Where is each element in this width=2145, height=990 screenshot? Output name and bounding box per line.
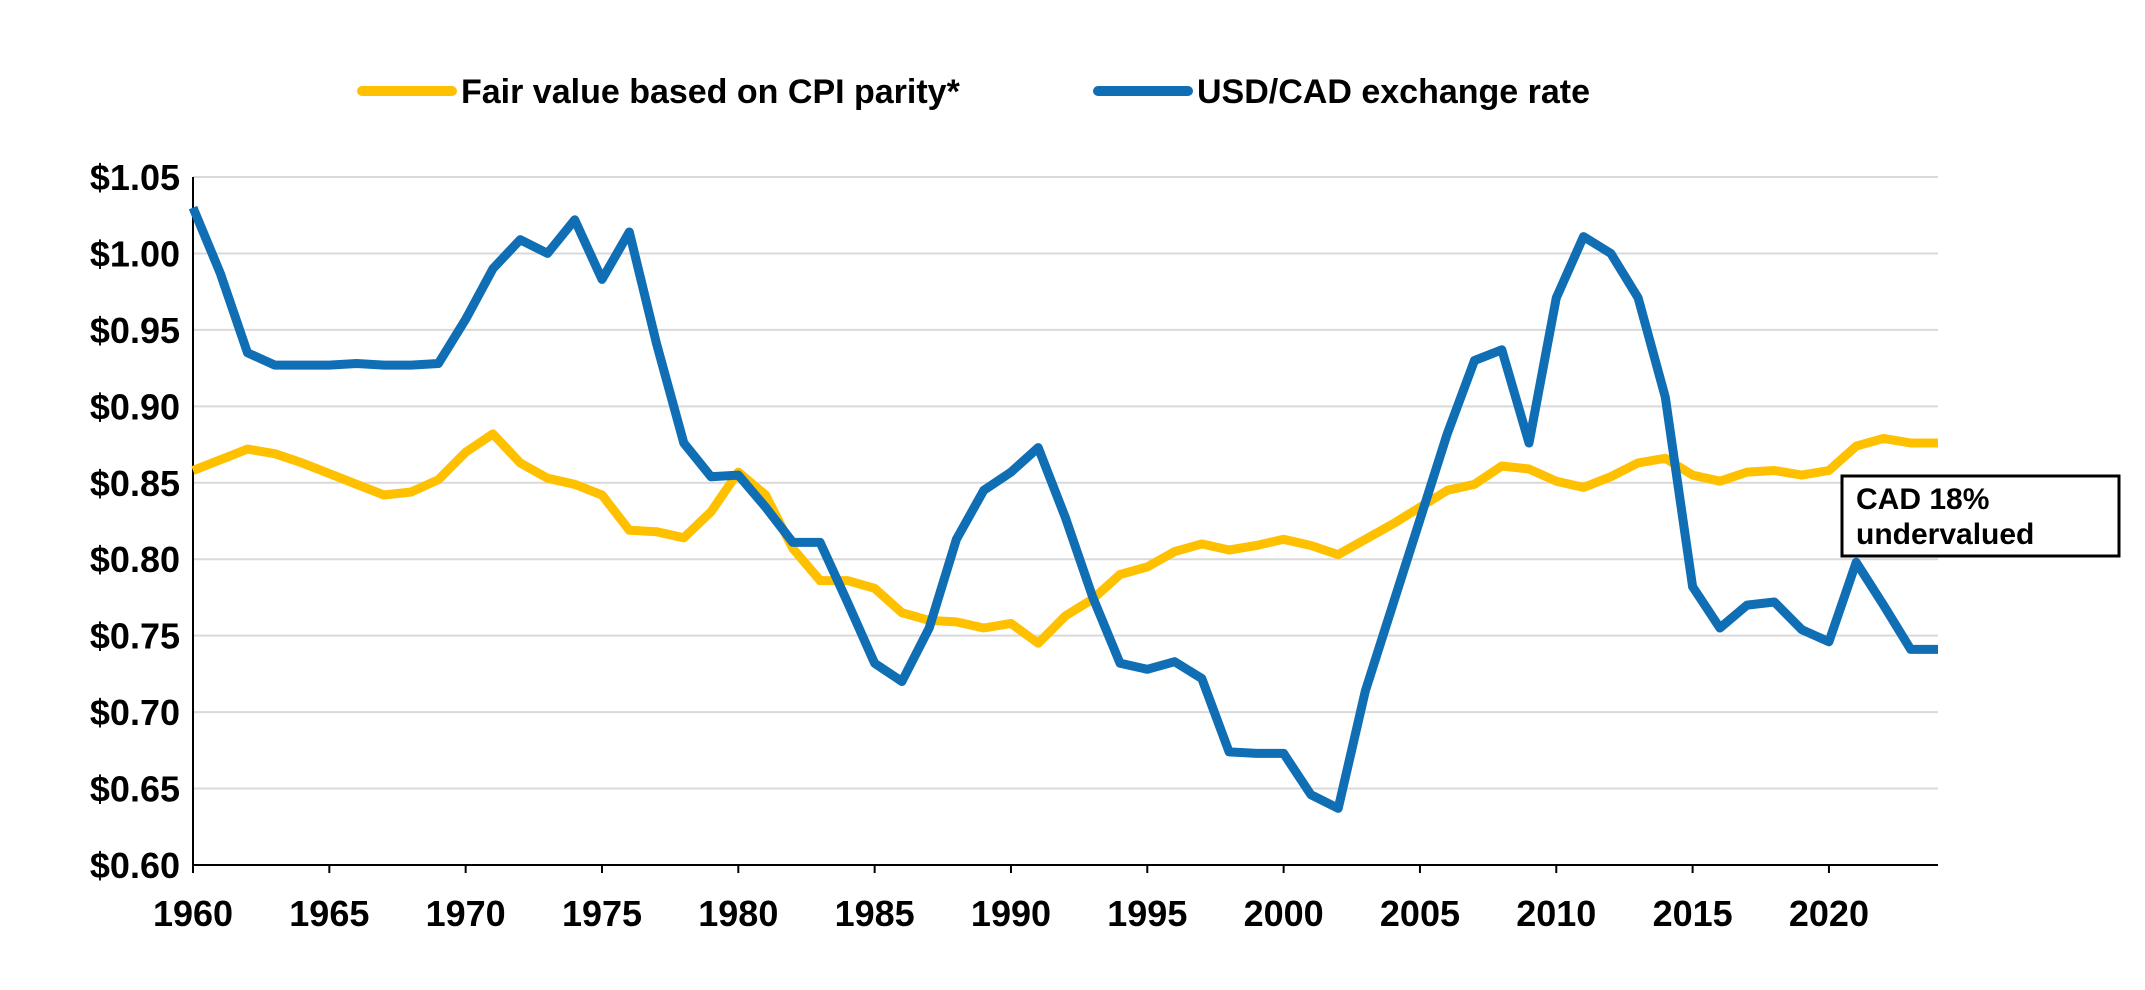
y-tick-label: $0.95 bbox=[90, 310, 180, 351]
annotation-line-1: CAD 18% bbox=[1856, 483, 1989, 516]
x-tick-label: 1975 bbox=[562, 893, 642, 934]
y-tick-label: $1.05 bbox=[90, 157, 180, 198]
y-tick-label: $0.75 bbox=[90, 616, 180, 657]
y-tick-label: $0.85 bbox=[90, 463, 180, 504]
y-tick-label: $0.60 bbox=[90, 845, 180, 886]
legend: Fair value based on CPI parity* USD/CAD … bbox=[357, 73, 1590, 111]
y-tick-label: $0.70 bbox=[90, 692, 180, 733]
x-tick-label: 1985 bbox=[835, 893, 915, 934]
undervalued-annotation: CAD 18% undervalued bbox=[1840, 474, 2121, 558]
series-line-usdcad bbox=[188, 205, 1938, 813]
series bbox=[188, 205, 1938, 813]
legend-item-fair-value: Fair value based on CPI parity* bbox=[357, 73, 961, 111]
y-tick-label: $1.00 bbox=[90, 233, 180, 274]
x-axis-tick-labels: 1960 1965 1970 1975 1980 1985 1990 1995 2000 2005… bbox=[153, 893, 1869, 934]
legend-label-usdcad: USD/CAD exchange rate bbox=[1197, 73, 1590, 111]
x-axis-ticks bbox=[192, 865, 1830, 873]
annotation-box bbox=[1840, 474, 2121, 558]
annotation-line-2: undervalued bbox=[1856, 518, 2034, 551]
series-line-fair-value bbox=[191, 429, 1938, 648]
x-tick-label: 1965 bbox=[289, 893, 369, 934]
x-tick-label: 1995 bbox=[1107, 893, 1187, 934]
x-tick-label: 2020 bbox=[1789, 893, 1869, 934]
x-tick-label: 2005 bbox=[1380, 893, 1460, 934]
y-tick-label: $0.90 bbox=[90, 386, 180, 427]
y-axis-tick-labels: $0.60 $0.65 $0.70 $0.75 $0.80 $0.85 $0.90 $0.95… bbox=[90, 157, 180, 886]
x-tick-label: 1960 bbox=[153, 893, 233, 934]
gridlines bbox=[193, 176, 1938, 790]
x-tick-label: 2015 bbox=[1653, 893, 1733, 934]
x-tick-label: 2010 bbox=[1516, 893, 1596, 934]
x-tick-label: 1970 bbox=[426, 893, 506, 934]
x-tick-label: 1990 bbox=[971, 893, 1051, 934]
y-tick-label: $0.80 bbox=[90, 539, 180, 580]
x-tick-label: 1980 bbox=[698, 893, 778, 934]
y-tick-label: $0.65 bbox=[90, 769, 180, 810]
legend-item-usdcad: USD/CAD exchange rate bbox=[1093, 73, 1590, 111]
legend-label-fair-value: Fair value based on CPI parity* bbox=[461, 73, 961, 111]
x-tick-label: 2000 bbox=[1244, 893, 1324, 934]
